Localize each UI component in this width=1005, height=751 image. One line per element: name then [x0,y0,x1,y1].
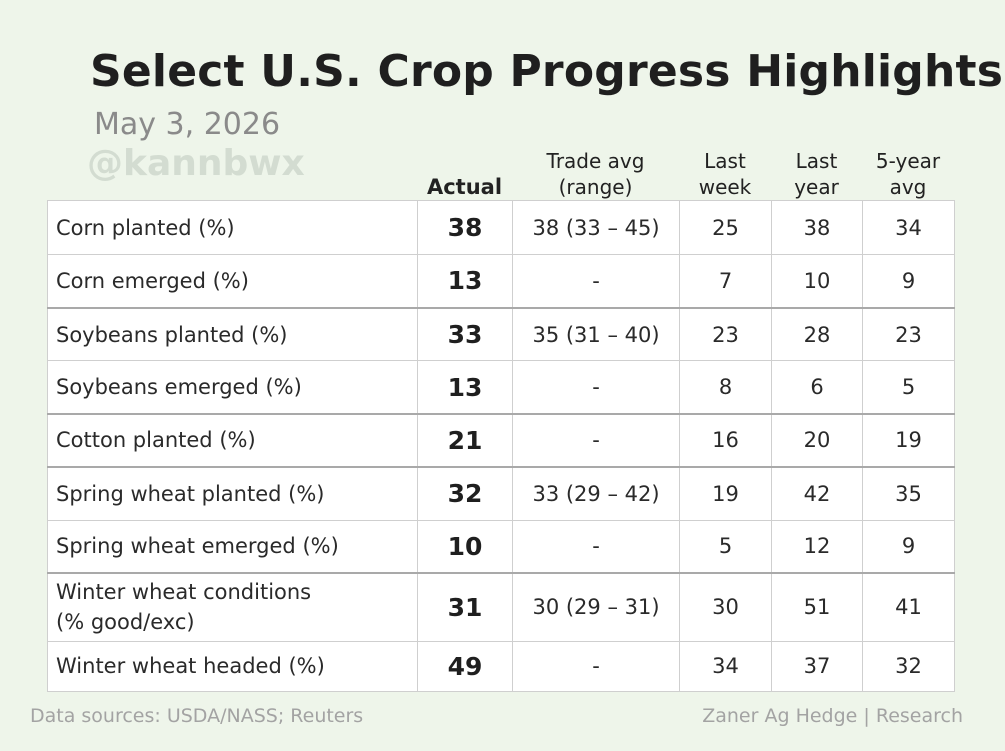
watermark: @kannbwx [87,143,305,184]
last-week-value: 25 [679,199,772,256]
column-header-five-year-avg: 5-year avg [875,149,941,199]
last-year-value: 37 [771,640,863,693]
table-row: Spring wheat emerged (%) 10-5 12 9 [47,519,955,574]
last-year-value: 6 [771,360,863,415]
last-year-value: 38 [771,199,863,256]
last-week-value: 5 [679,519,772,574]
data-sources: Data sources: USDA/NASS; Reuters [30,705,364,727]
last-week-value: 23 [679,306,772,362]
table-row: Corn emerged (%) 13-7 10 9 [47,254,955,309]
table-body: Corn planted (%) 38 38 (33 – 45) 25 38 34 Corn… [47,199,955,693]
row-label: Soybeans emerged (%) [47,360,418,415]
table-row: Winter wheat conditions (% good/exc) 31 30… [47,572,955,642]
five-year-avg-value: 23 [862,306,955,362]
column-header-last-year: Last year [794,149,839,199]
trade-avg-value: 38 (33 – 45) [512,199,680,256]
column-header-trade-avg: Trade avg (range) [546,149,645,199]
trade-avg-value: - [512,360,680,415]
last-year-value: 12 [771,519,863,574]
actual-value: 21 [417,412,513,468]
trade-avg-value: 35 (31 – 40) [512,306,680,362]
five-year-avg-value: 9 [862,519,955,574]
table-row: Winter wheat headed (%) 49-34 37 32 [47,640,955,693]
trade-avg-value: - [512,254,680,309]
actual-value: 49 [417,640,513,693]
five-year-avg-value: 9 [862,254,955,309]
crop-progress-table: Corn planted (%) 38 38 (33 – 45) 25 38 34 Corn… [47,199,955,693]
row-label: Winter wheat conditions (% good/exc) [47,572,418,642]
five-year-avg-value: 34 [862,199,955,256]
last-year-value: 10 [771,254,863,309]
last-year-value: 28 [771,306,863,362]
row-label: Spring wheat emerged (%) [47,519,418,574]
five-year-avg-value: 41 [862,572,955,642]
actual-value: 13 [417,360,513,415]
row-label: Winter wheat headed (%) [47,640,418,693]
actual-value: 38 [417,199,513,256]
column-header-last-week: Last week [698,149,752,199]
chart-title: Select U.S. Crop Progress Highlights [90,46,1004,97]
row-label: Cotton planted (%) [47,412,418,468]
last-week-value: 19 [679,465,772,521]
table-row: Cotton planted (%) 21-16 20 19 [47,412,955,468]
five-year-avg-value: 19 [862,412,955,468]
actual-value: 31 [417,572,513,642]
row-label: Spring wheat planted (%) [47,465,418,521]
five-year-avg-value: 5 [862,360,955,415]
table-row: Corn planted (%) 38 38 (33 – 45) 25 38 34 [47,199,955,256]
actual-value: 13 [417,254,513,309]
last-year-value: 42 [771,465,863,521]
row-label: Soybeans planted (%) [47,306,418,362]
table-row: Soybeans planted (%) 33 35 (31 – 40) 23 28 23 [47,306,955,362]
table-row: Soybeans emerged (%) 13-8 6 5 [47,360,955,415]
last-year-value: 51 [771,572,863,642]
actual-value: 32 [417,465,513,521]
trade-avg-value: - [512,519,680,574]
last-week-value: 8 [679,360,772,415]
last-week-value: 7 [679,254,772,309]
actual-value: 10 [417,519,513,574]
row-label: Corn emerged (%) [47,254,418,309]
table-row: Spring wheat planted (%) 32 33 (29 – 42) 19… [47,465,955,521]
chart-date: May 3, 2026 [94,107,281,142]
trade-avg-value: - [512,412,680,468]
trade-avg-value: 30 (29 – 31) [512,572,680,642]
last-week-value: 16 [679,412,772,468]
actual-value: 33 [417,306,513,362]
trade-avg-value: 33 (29 – 42) [512,465,680,521]
last-week-value: 34 [679,640,772,693]
five-year-avg-value: 35 [862,465,955,521]
last-year-value: 20 [771,412,863,468]
column-header-actual: Actual [426,175,503,199]
five-year-avg-value: 32 [862,640,955,693]
last-week-value: 30 [679,572,772,642]
trade-avg-value: - [512,640,680,693]
row-label: Corn planted (%) [47,199,418,256]
credit: Zaner Ag Hedge | Research [702,705,963,727]
